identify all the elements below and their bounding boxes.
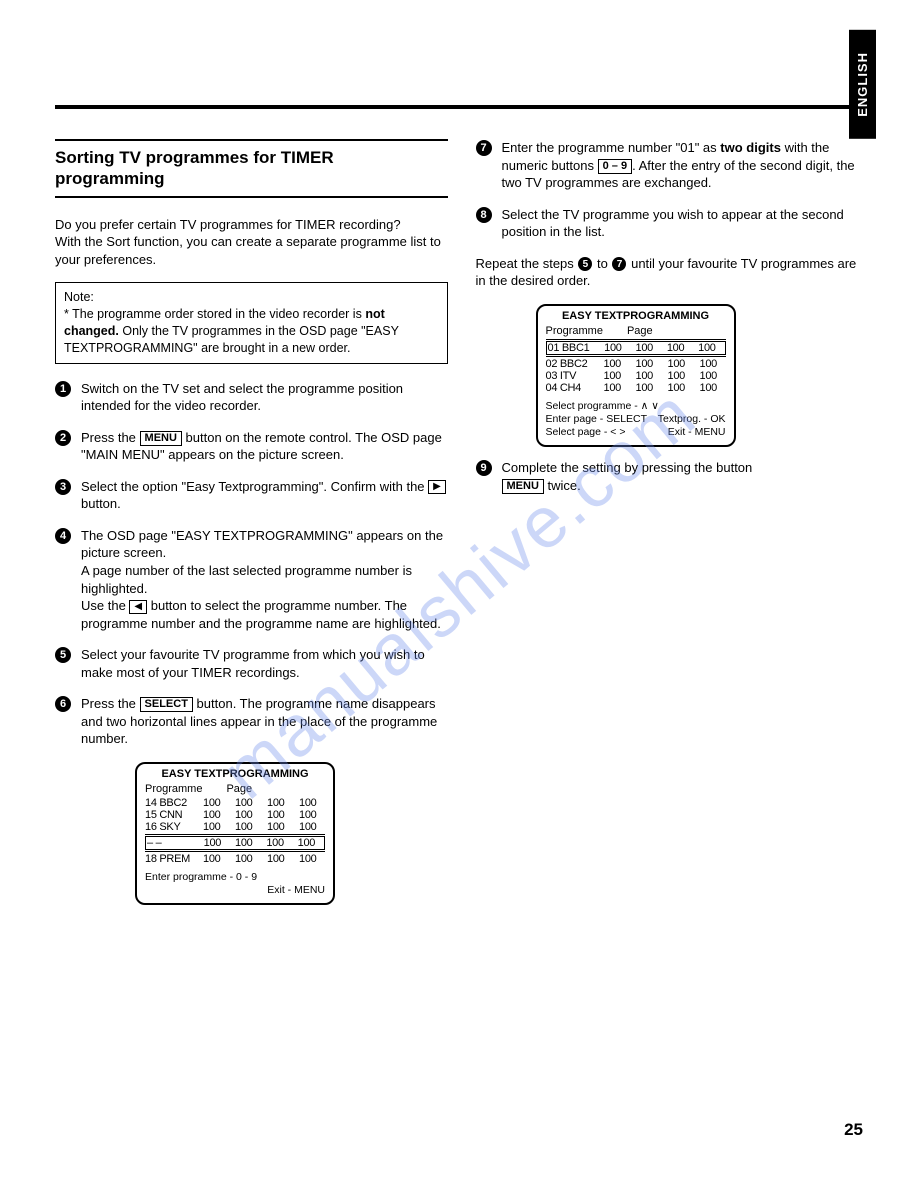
step-number-2: 2 [55, 430, 71, 446]
inline-bullet-7: 7 [612, 257, 626, 271]
step-number-4: 4 [55, 528, 71, 544]
language-tab: ENGLISH [849, 30, 876, 139]
step-number-3: 3 [55, 479, 71, 495]
digits-button-label: 0 – 9 [598, 159, 632, 174]
inline-bullet-5: 5 [578, 257, 592, 271]
step-3: 3 Select the option "Easy Textprogrammin… [55, 478, 448, 513]
step-8: 8 Select the TV programme you wish to ap… [476, 206, 869, 241]
step-number-8: 8 [476, 207, 492, 223]
step-number-1: 1 [55, 381, 71, 397]
menu-button-label-2: MENU [502, 479, 544, 494]
step-2: 2 Press the MENU button on the remote co… [55, 429, 448, 464]
left-column: Sorting TV programmes for TIMER programm… [55, 139, 448, 917]
osd-panel-1: EASY TEXTPROGRAMMING ProgrammePage 14 BB… [135, 762, 335, 905]
step-number-5: 5 [55, 647, 71, 663]
menu-button-label: MENU [140, 431, 182, 446]
note-box: Note: * The programme order stored in th… [55, 282, 448, 364]
step-number-7: 7 [476, 140, 492, 156]
step-number-9: 9 [476, 460, 492, 476]
step-4: 4 The OSD page "EASY TEXTPROGRAMMING" ap… [55, 527, 448, 632]
page-number: 25 [844, 1120, 863, 1140]
play-icon: ▶ [428, 480, 446, 494]
step-1: 1 Switch on the TV set and select the pr… [55, 380, 448, 415]
right-column: 7 Enter the programme number "01" as two… [476, 139, 869, 917]
left-icon: ◀ [129, 600, 147, 614]
step-number-6: 6 [55, 696, 71, 712]
step-7: 7 Enter the programme number "01" as two… [476, 139, 869, 192]
repeat-para: Repeat the steps 5 to 7 until your favou… [476, 255, 869, 290]
section-heading: Sorting TV programmes for TIMER programm… [55, 139, 448, 198]
top-divider [55, 105, 868, 109]
step-9: 9 Complete the setting by pressing the b… [476, 459, 869, 494]
intro-para: Do you prefer certain TV programmes for … [55, 216, 448, 269]
osd-panel-2: EASY TEXTPROGRAMMING ProgrammePage 01 BB… [536, 304, 736, 447]
step-5: 5 Select your favourite TV programme fro… [55, 646, 448, 681]
heading-text: Sorting TV programmes for TIMER programm… [55, 147, 448, 190]
select-button-label: SELECT [140, 697, 193, 712]
step-6: 6 Press the SELECT button. The programme… [55, 695, 448, 748]
